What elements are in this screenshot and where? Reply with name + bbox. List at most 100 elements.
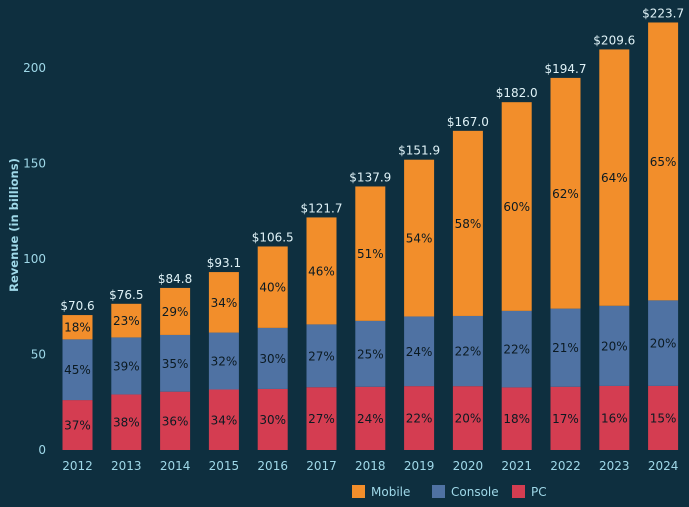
x-tick-label: 2016 <box>257 459 288 473</box>
segment-percent-label: 38% <box>113 416 140 430</box>
bar-stack-2016: 30% 30% 40% $106.5 <box>252 230 294 450</box>
bar-segment-console <box>355 320 386 387</box>
bar-segment-mobile <box>452 130 483 316</box>
y-tick-label: 150 <box>23 156 46 170</box>
segment-percent-label: 22% <box>455 345 482 359</box>
bar-segment-console <box>648 300 679 386</box>
legend: Mobile Console PC <box>352 485 547 499</box>
bar-segment-mobile <box>404 159 435 317</box>
segment-percent-label: 65% <box>650 155 677 169</box>
y-axis-label: Revenue (in billions) <box>7 158 21 292</box>
bar-stack-2013: 38% 39% 23% $76.5 <box>109 288 143 450</box>
bar-segment-mobile <box>550 77 581 309</box>
segment-percent-label: 45% <box>64 363 91 377</box>
bar-stack-2017: 27% 27% 46% $121.7 <box>301 201 343 450</box>
bar-segment-pc <box>599 385 630 450</box>
x-tick-label: 2023 <box>599 459 630 473</box>
segment-percent-label: 34% <box>211 413 238 427</box>
legend-swatch <box>512 485 525 498</box>
y-tick-label: 100 <box>23 252 46 266</box>
segment-percent-label: 64% <box>601 171 628 185</box>
segment-percent-label: 24% <box>357 412 384 426</box>
bar-total-label: $167.0 <box>447 115 489 129</box>
legend-item-console: Console <box>432 485 499 499</box>
legend-item-pc: PC <box>512 485 547 499</box>
bar-segment-pc <box>648 385 679 450</box>
bar-segment-console <box>306 324 337 388</box>
segment-percent-label: 30% <box>259 413 286 427</box>
segment-percent-label: 46% <box>308 264 335 278</box>
x-axis: 2012 2013 2014 2015 2016 2017 2018 2019 2020 2021… <box>62 459 678 473</box>
bar-segment-pc <box>501 387 532 450</box>
bar-total-label: $137.9 <box>349 170 391 184</box>
bar-segment-console <box>160 334 191 392</box>
bar-total-label: $76.5 <box>109 288 143 302</box>
bar-segment-pc <box>208 389 239 450</box>
bar-segment-pc <box>62 400 93 450</box>
bar-segment-mobile <box>355 186 386 321</box>
segment-percent-label: 29% <box>162 305 189 319</box>
bar-stack-2019: 22% 24% 54% $151.9 <box>398 144 440 450</box>
bar-total-label: $209.6 <box>593 33 635 47</box>
legend-item-mobile: Mobile <box>352 485 410 499</box>
segment-percent-label: 17% <box>552 412 579 426</box>
bar-stack-2018: 24% 25% 51% $137.9 <box>349 170 391 450</box>
bar-stack-2015: 34% 32% 34% $93.1 <box>207 256 241 450</box>
bar-segment-console <box>599 305 630 386</box>
x-tick-label: 2022 <box>550 459 581 473</box>
bar-segment-console <box>501 310 532 388</box>
bar-segment-console <box>62 339 93 401</box>
segment-percent-label: 40% <box>259 281 286 295</box>
bar-total-label: $151.9 <box>398 144 440 158</box>
y-tick-label: 50 <box>31 347 46 361</box>
bar-total-label: $182.0 <box>496 86 538 100</box>
bar-stack-2014: 36% 35% 29% $84.8 <box>158 272 192 450</box>
bar-segment-mobile <box>111 303 142 338</box>
segment-percent-label: 25% <box>357 347 384 361</box>
x-tick-label: 2015 <box>209 459 240 473</box>
segment-percent-label: 24% <box>406 345 433 359</box>
segment-percent-label: 23% <box>113 314 140 328</box>
segment-percent-label: 36% <box>162 414 189 428</box>
x-tick-label: 2017 <box>306 459 337 473</box>
bar-total-label: $223.7 <box>642 6 684 20</box>
segment-percent-label: 34% <box>211 296 238 310</box>
segment-percent-label: 54% <box>406 232 433 246</box>
bar-total-label: $84.8 <box>158 272 192 286</box>
bar-segment-console <box>208 332 239 390</box>
legend-swatch <box>352 485 365 498</box>
y-axis: 0 50 100 150 200 <box>23 61 46 457</box>
x-tick-label: 2019 <box>404 459 435 473</box>
segment-percent-label: 27% <box>308 412 335 426</box>
bar-stack-2022: 17% 21% 62% $194.7 <box>545 62 587 450</box>
bar-segment-mobile <box>648 22 679 301</box>
x-tick-label: 2012 <box>62 459 93 473</box>
x-tick-label: 2021 <box>501 459 532 473</box>
segment-percent-label: 21% <box>552 341 579 355</box>
y-tick-label: 200 <box>23 61 46 75</box>
bar-stack-2023: 16% 20% 64% $209.6 <box>593 33 635 450</box>
segment-percent-label: 30% <box>259 352 286 366</box>
x-tick-label: 2018 <box>355 459 386 473</box>
segment-percent-label: 37% <box>64 419 91 433</box>
bar-segment-console <box>550 308 581 387</box>
segment-percent-label: 32% <box>211 355 238 369</box>
bar-segment-console <box>452 315 483 387</box>
bar-total-label: $93.1 <box>207 256 241 270</box>
segment-percent-label: 22% <box>406 412 433 426</box>
segment-percent-label: 18% <box>503 412 530 426</box>
bar-segment-pc <box>404 386 435 450</box>
bars: 37% 45% 18% $70.6 38% 39% 23% $76.5 36% 35% 29% $84… <box>60 6 684 450</box>
segment-percent-label: 22% <box>503 343 530 357</box>
x-tick-label: 2014 <box>160 459 191 473</box>
bar-segment-pc <box>550 386 581 450</box>
x-tick-label: 2024 <box>648 459 679 473</box>
bar-segment-pc <box>160 391 191 450</box>
bar-segment-mobile <box>160 287 191 335</box>
bar-total-label: $106.5 <box>252 230 294 244</box>
legend-label: PC <box>531 485 547 499</box>
bar-segment-pc <box>452 386 483 450</box>
bar-segment-pc <box>111 394 142 450</box>
bar-segment-mobile <box>501 102 532 311</box>
bar-segment-pc <box>355 386 386 450</box>
